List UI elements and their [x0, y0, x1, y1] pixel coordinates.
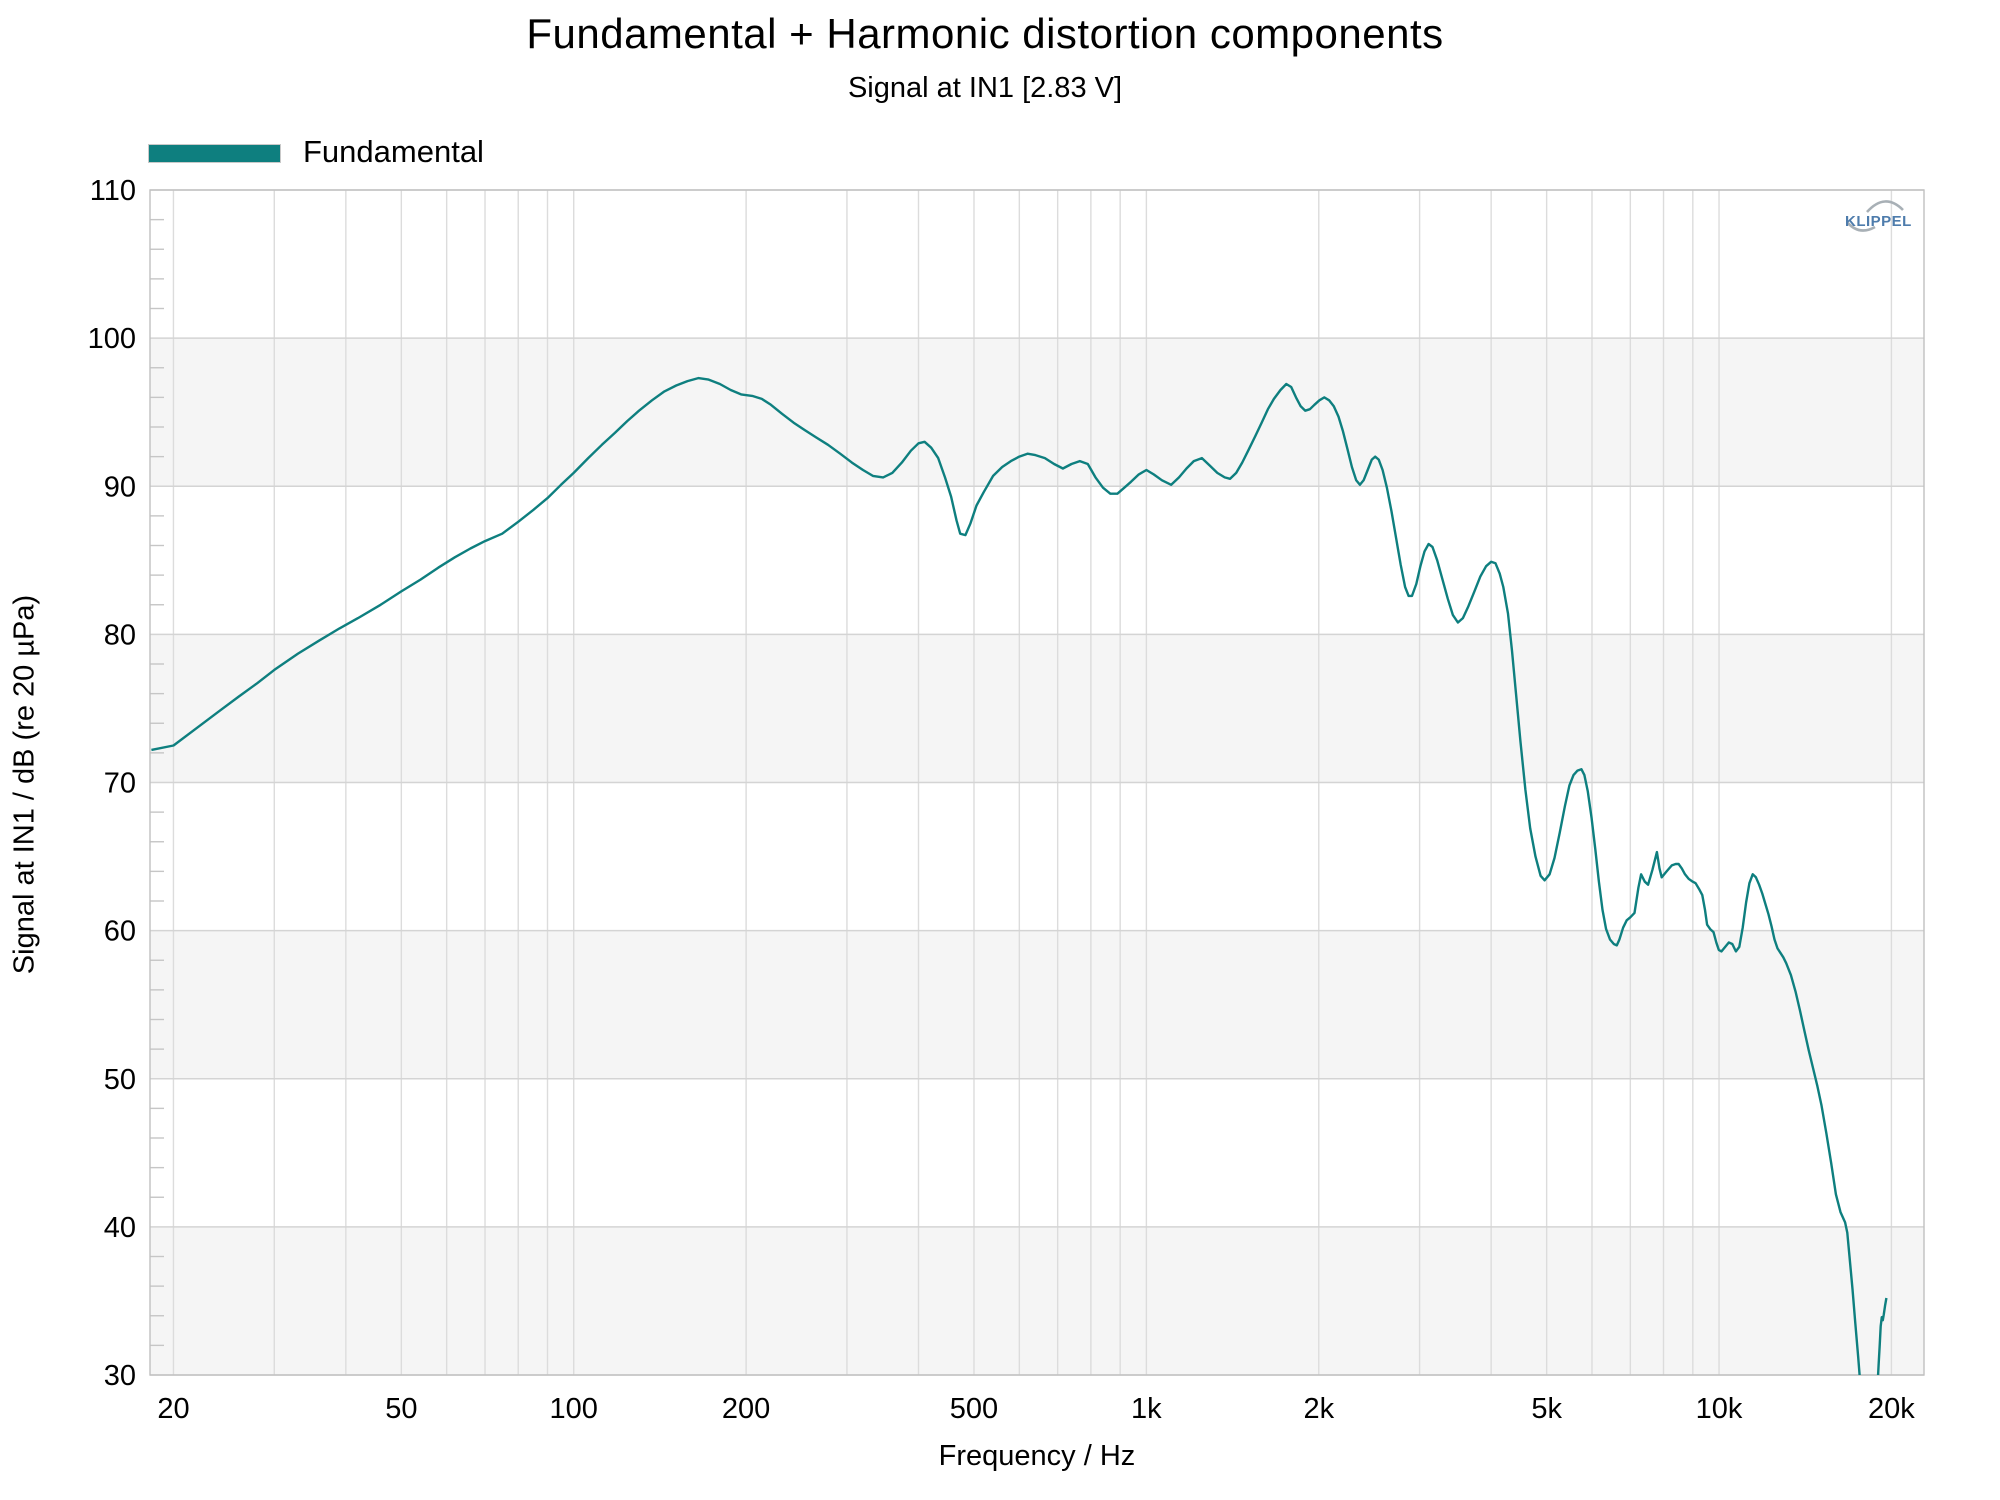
chart-title: Fundamental + Harmonic distortion compon… — [526, 10, 1444, 57]
svg-text:110: 110 — [90, 175, 136, 207]
svg-text:1k: 1k — [1131, 1393, 1162, 1425]
svg-text:200: 200 — [722, 1393, 770, 1425]
svg-text:20: 20 — [157, 1393, 189, 1425]
svg-text:50: 50 — [104, 1064, 136, 1096]
svg-text:80: 80 — [104, 619, 136, 651]
legend-label-fundamental: Fundamental — [303, 134, 484, 169]
series-fundamental — [151, 376, 1888, 1375]
svg-text:5k: 5k — [1531, 1393, 1562, 1425]
svg-text:60: 60 — [104, 916, 136, 948]
chart-subtitle: Signal at IN1 [2.83 V] — [847, 72, 1123, 104]
svg-text:100: 100 — [550, 1393, 598, 1425]
svg-text:70: 70 — [104, 768, 136, 800]
svg-text:40: 40 — [104, 1212, 136, 1244]
legend-swatch-fundamental — [148, 144, 281, 163]
svg-text:50: 50 — [385, 1393, 417, 1425]
svg-text:500: 500 — [950, 1393, 998, 1425]
svg-text:2k: 2k — [1303, 1393, 1334, 1425]
plot-border — [149, 189, 1925, 1376]
y-minor-ticks — [150, 218, 164, 1347]
svg-text:10k: 10k — [1696, 1393, 1743, 1425]
legend: Fundamental — [148, 134, 484, 169]
y-tick-labels: 110 100 90 80 70 60 50 40 30 — [88, 175, 136, 1392]
dB-bands — [150, 338, 1924, 1375]
x-axis-title: Frequency / Hz — [938, 1440, 1136, 1472]
svg-text:KLIPPEL: KLIPPEL — [1845, 213, 1912, 230]
svg-text:30: 30 — [104, 1360, 136, 1392]
svg-text:100: 100 — [88, 323, 136, 355]
klippel-logo: KLIPPEL — [1845, 200, 1912, 232]
x-tick-labels: 20 50 100 200 500 1k 2k 5k 10k 20k — [157, 1393, 1915, 1425]
svg-text:90: 90 — [104, 471, 136, 503]
svg-text:20k: 20k — [1868, 1393, 1915, 1425]
